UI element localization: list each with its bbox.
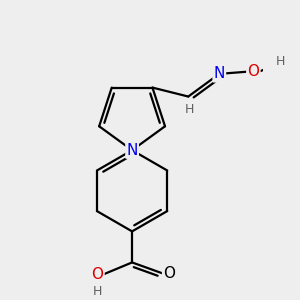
Text: O: O: [163, 266, 175, 281]
Text: H: H: [185, 103, 194, 116]
Text: N: N: [126, 143, 138, 158]
Text: H: H: [276, 56, 286, 68]
Text: N: N: [214, 66, 225, 81]
Text: O: O: [92, 267, 104, 282]
Text: H: H: [93, 285, 102, 298]
Text: O: O: [247, 64, 259, 79]
